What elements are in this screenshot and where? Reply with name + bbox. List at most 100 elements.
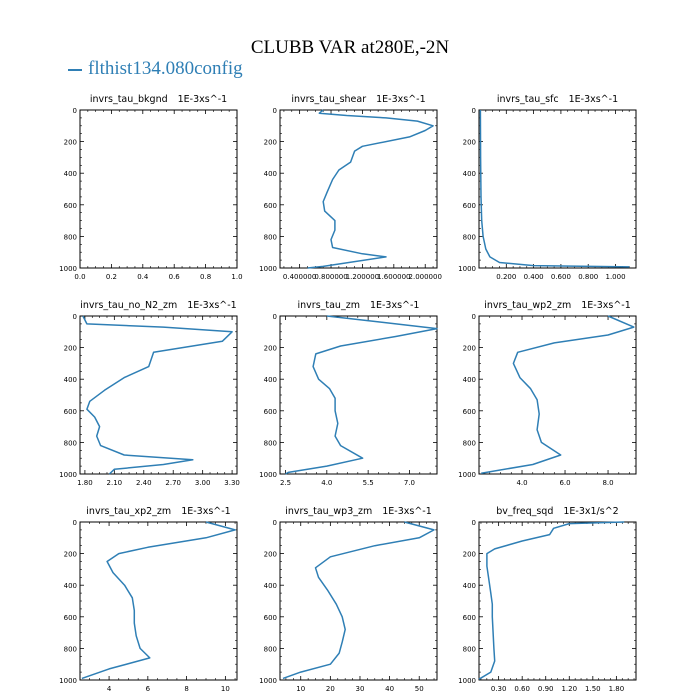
- y-tick-label: 400: [264, 376, 277, 384]
- y-tick-label: 800: [64, 439, 77, 447]
- series-line: [282, 521, 435, 680]
- y-tick-label: 200: [264, 139, 277, 147]
- y-tick-label: 0: [273, 107, 277, 115]
- y-tick-label: 800: [463, 439, 476, 447]
- series-line: [82, 315, 233, 475]
- panel-variable-name: invrs_tau_sfc: [497, 94, 559, 105]
- x-tick-label: 0.0: [74, 273, 85, 281]
- y-tick-label: 200: [264, 345, 277, 353]
- y-tick-label: 400: [264, 582, 277, 590]
- panel-units: 1E-3xs^-1: [187, 300, 237, 311]
- x-tick-label: 1.50: [585, 685, 601, 693]
- y-tick-label: 600: [64, 614, 77, 622]
- panel-units: 1E-3x1/s^2: [563, 506, 618, 517]
- y-tick-label: 600: [64, 408, 77, 416]
- y-tick-label: 1000: [59, 265, 77, 273]
- y-tick-label: 200: [264, 551, 277, 559]
- y-tick-label: 400: [64, 582, 77, 590]
- x-tick-label: 4.0: [516, 479, 527, 487]
- y-tick-label: 600: [463, 202, 476, 210]
- panel-units: 1E-3xs^-1: [376, 94, 426, 105]
- x-tick-label: 0.30: [491, 685, 507, 693]
- y-tick-label: 600: [463, 614, 476, 622]
- panel-variable-name: invrs_tau_no_N2_zm: [80, 300, 177, 311]
- series-line: [81, 521, 236, 680]
- panel-title: invrs_tau_xp2_zm 1E-3xs^-1: [86, 506, 230, 517]
- x-tick-label: 0.90: [538, 685, 554, 693]
- panel-invrs_tau_wp3_zm: invrs_tau_wp3_zm 1E-3xs^-1 0 200 400 600 800 10…: [259, 506, 438, 693]
- y-tick-label: 800: [463, 233, 476, 241]
- x-tick-label: 2.70: [165, 479, 181, 487]
- y-tick-label: 400: [264, 170, 277, 178]
- y-tick-label: 200: [463, 345, 476, 353]
- panel-title: invrs_tau_sfc 1E-3xs^-1: [497, 94, 618, 105]
- plot-frame: [279, 521, 438, 681]
- x-tick-label: 8.0: [602, 479, 613, 487]
- x-tick-label: 20: [326, 685, 335, 693]
- y-tick-label: 0: [472, 519, 476, 527]
- legend-line-icon: [68, 68, 82, 71]
- panel-invrs_tau_bkgnd: invrs_tau_bkgnd 1E-3xs^-1 0 200 400 600 800 100…: [59, 94, 242, 281]
- panel-title: invrs_tau_wp3_zm 1E-3xs^-1: [285, 506, 432, 517]
- x-tick-label: 3.00: [195, 479, 211, 487]
- x-tick-label: 1.200000: [346, 273, 379, 281]
- x-tick-label: 1.80: [609, 685, 625, 693]
- y-tick-label: 800: [264, 439, 277, 447]
- panel-invrs_tau_xp2_zm: invrs_tau_xp2_zm 1E-3xs^-1 0 200 400 600 800 10…: [59, 506, 238, 693]
- y-tick-label: 600: [264, 408, 277, 416]
- plot-frame: [79, 109, 238, 269]
- y-tick-label: 200: [64, 345, 77, 353]
- x-tick-label: 1.0: [231, 273, 242, 281]
- y-tick-label: 200: [463, 139, 476, 147]
- x-tick-label: 6: [146, 685, 151, 693]
- x-tick-label: 0.60: [514, 685, 530, 693]
- y-tick-label: 0: [73, 107, 77, 115]
- panel-title: invrs_tau_no_N2_zm 1E-3xs^-1: [80, 300, 236, 311]
- x-tick-label: 10: [296, 685, 305, 693]
- y-tick-label: 400: [463, 582, 476, 590]
- panel-invrs_tau_sfc: invrs_tau_sfc 1E-3xs^-1 0 200 400 600 800 1000 0…: [458, 94, 637, 281]
- panel-variable-name: bv_freq_sqd: [496, 506, 553, 517]
- y-tick-label: 800: [64, 645, 77, 653]
- y-tick-label: 400: [463, 376, 476, 384]
- y-tick-label: 0: [73, 313, 77, 321]
- y-tick-label: 200: [64, 551, 77, 559]
- x-tick-label: 0.600: [551, 273, 571, 281]
- x-tick-label: 1.80: [77, 479, 93, 487]
- plot-frame: [478, 315, 637, 475]
- plot-frame: [478, 521, 637, 681]
- y-tick-label: 800: [264, 645, 277, 653]
- panel-variable-name: invrs_tau_shear: [291, 94, 366, 105]
- y-tick-label: 800: [264, 233, 277, 241]
- y-tick-label: 200: [463, 551, 476, 559]
- x-tick-label: 10: [221, 685, 230, 693]
- x-tick-label: 0.400000: [283, 273, 316, 281]
- x-tick-label: 2.000000: [409, 273, 442, 281]
- x-tick-label: 7.0: [404, 479, 415, 487]
- series-line: [478, 521, 625, 680]
- y-tick-label: 400: [463, 170, 476, 178]
- x-tick-label: 2.40: [136, 479, 152, 487]
- panel-units: 1E-3xs^-1: [581, 300, 631, 311]
- x-tick-label: 30: [356, 685, 365, 693]
- x-tick-label: 50: [415, 685, 424, 693]
- x-tick-label: 0.400: [524, 273, 544, 281]
- panel-invrs_tau_zm: invrs_tau_zm 1E-3xs^-1 0 200 400 600 800 10002.…: [259, 300, 438, 487]
- y-tick-label: 0: [472, 107, 476, 115]
- y-tick-label: 0: [472, 313, 476, 321]
- y-tick-label: 1000: [259, 677, 277, 685]
- x-tick-label: 0.2: [106, 273, 117, 281]
- x-tick-label: 1.000: [605, 273, 625, 281]
- y-tick-label: 400: [64, 170, 77, 178]
- series-line: [285, 315, 438, 475]
- x-tick-label: 2.5: [280, 479, 291, 487]
- panel-invrs_tau_wp2_zm: invrs_tau_wp2_zm 1E-3xs^-1 0 200 400 600 800 10…: [458, 300, 637, 487]
- x-tick-label: 1.20: [561, 685, 577, 693]
- plot-frame: [478, 109, 637, 269]
- y-tick-label: 0: [273, 313, 277, 321]
- y-tick-label: 1000: [59, 677, 77, 685]
- y-tick-label: 1000: [259, 471, 277, 479]
- panel-title: bv_freq_sqd 1E-3x1/s^2: [496, 506, 618, 517]
- series-line: [307, 109, 434, 269]
